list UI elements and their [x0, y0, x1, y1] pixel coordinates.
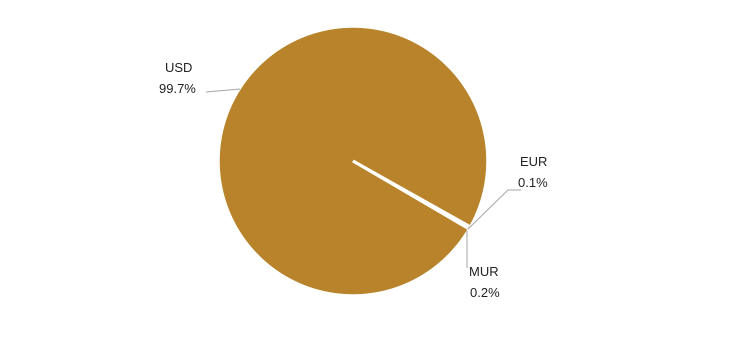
- label-eur-name: EUR: [520, 154, 547, 169]
- label-usd-percent: 99.7%: [159, 81, 196, 96]
- slice-usd: [219, 27, 487, 295]
- leader-line-eur: [467, 189, 521, 230]
- slice-separator-3: [352, 159, 469, 230]
- leader-lines: [205, 88, 521, 268]
- label-eur-percent: 0.1%: [518, 175, 548, 190]
- data-labels: USD 99.7% EUR 0.1% MUR 0.2%: [159, 60, 548, 300]
- label-mur-percent: 0.2%: [470, 285, 500, 300]
- label-mur-name: MUR: [469, 264, 499, 279]
- pie-slices: [219, 27, 487, 295]
- label-usd-name: USD: [165, 60, 192, 75]
- leader-line-usd: [205, 88, 241, 93]
